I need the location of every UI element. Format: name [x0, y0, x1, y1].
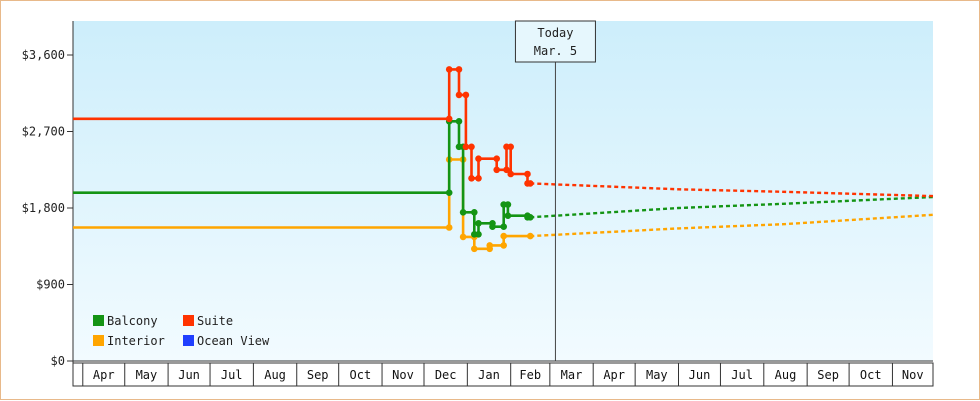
legend-swatch-interior	[93, 335, 104, 346]
balcony-point	[455, 118, 463, 125]
balcony-point	[500, 223, 508, 230]
suite-point	[493, 155, 501, 162]
suite-point	[507, 170, 514, 178]
interior-point	[500, 242, 508, 249]
month-label: Dec	[435, 368, 457, 382]
interior-point	[471, 245, 478, 253]
interior-point	[527, 232, 534, 240]
balcony-point	[504, 212, 512, 219]
balcony-point	[445, 189, 453, 196]
month-label: May	[646, 368, 668, 382]
axes	[72, 21, 933, 386]
today-label: Today	[537, 26, 573, 40]
interior-point	[459, 233, 467, 241]
suite-history-line	[73, 68, 531, 185]
month-label: Mar	[561, 368, 583, 382]
legend-label-ocean-view: Ocean View	[197, 334, 270, 348]
month-label: Jul	[221, 368, 243, 382]
suite-point	[445, 66, 453, 73]
legend-swatch-balcony	[93, 315, 104, 326]
month-label: Aug	[264, 368, 286, 382]
interior-point	[486, 242, 494, 249]
month-label: Jun	[178, 368, 200, 382]
month-label: Sep	[307, 368, 329, 382]
month-label: Nov	[392, 368, 414, 382]
interior-point	[445, 224, 453, 231]
legend-label-balcony: Balcony	[107, 314, 158, 328]
y-tick-label: $1,800	[22, 201, 65, 215]
suite-point	[468, 143, 475, 151]
suite-point	[462, 91, 470, 99]
suite-point	[455, 91, 463, 99]
y-tick-label: $3,600	[22, 48, 65, 62]
month-label: Feb	[519, 368, 541, 382]
balcony-point	[475, 220, 482, 227]
suite-point	[503, 166, 510, 174]
suite-point	[462, 143, 470, 151]
month-label: Jan	[478, 368, 500, 382]
today-box	[514, 20, 596, 63]
month-label: Apr	[93, 368, 115, 382]
month-label: Oct	[350, 368, 372, 382]
legend-label-interior: Interior	[107, 334, 165, 348]
balcony-point	[489, 223, 496, 230]
month-label: Sep	[817, 368, 839, 382]
balcony-point	[527, 214, 534, 221]
y-tick-label: $900	[36, 278, 65, 292]
series-lines	[73, 66, 934, 253]
balcony-point	[504, 201, 512, 208]
month-axis: Apr May Jun Jul Aug Sep Oct Nov Dec Jan Feb Mar Apr M…	[72, 362, 934, 387]
month-label: Aug	[775, 368, 797, 382]
y-tick-label: $2,700	[22, 125, 65, 139]
month-label: Nov	[902, 368, 924, 382]
legend-label-suite: Suite	[197, 314, 233, 328]
suite-point	[475, 155, 482, 162]
balcony-point	[471, 209, 478, 216]
legend: Balcony Suite Interior Ocean View	[93, 314, 270, 348]
month-label: Jun	[689, 368, 711, 382]
suite-point	[507, 143, 514, 151]
month-label: May	[136, 368, 158, 382]
month-label: Oct	[860, 368, 882, 382]
suite-point	[445, 115, 453, 123]
today-marker: Today Mar. 5	[514, 20, 596, 361]
y-axis-labels: $0 $900 $1,800 $2,700 $3,600	[22, 48, 73, 368]
today-date: Mar. 5	[534, 44, 577, 58]
legend-swatch-suite	[183, 315, 194, 326]
interior-point	[500, 232, 508, 240]
suite-point	[468, 175, 475, 182]
month-label: Apr	[603, 368, 625, 382]
month-bar	[72, 362, 934, 387]
month-label: Jul	[731, 368, 753, 382]
suite-point	[455, 66, 463, 73]
legend-swatch-ocean-view	[183, 335, 194, 346]
balcony-point	[475, 231, 482, 238]
suite-point	[527, 180, 534, 187]
balcony-point	[459, 209, 467, 216]
suite-point	[524, 170, 531, 178]
y-tick-label: $0	[51, 354, 65, 368]
plot-area	[73, 21, 933, 361]
suite-point	[475, 175, 482, 182]
suite-point	[493, 166, 501, 174]
